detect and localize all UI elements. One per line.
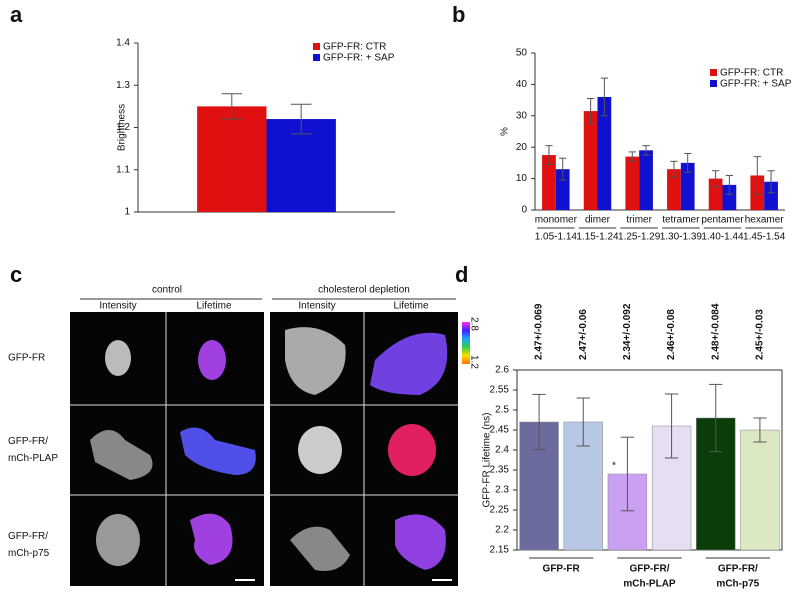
row-label: GFP-FR/	[8, 531, 48, 542]
legend-swatch	[313, 54, 320, 61]
panel-label: b	[452, 2, 465, 27]
bar	[722, 184, 737, 210]
y-tick-label: 2.5	[495, 405, 509, 416]
bar	[266, 119, 336, 212]
y-tick-label: 50	[516, 48, 528, 59]
y-axis-label: %	[500, 127, 511, 136]
bar	[555, 169, 570, 210]
legend-label: GFP-FR: + SAP	[720, 79, 792, 90]
x-tick-label: monomer	[535, 215, 578, 226]
bar	[667, 169, 681, 210]
y-tick-label: 1.4	[116, 38, 130, 49]
group-label: GFP-FR	[543, 564, 581, 575]
legend-label: GFP-FR: + SAP	[323, 53, 395, 64]
y-axis-label: Brightness	[117, 104, 128, 151]
panel-label: d	[455, 262, 468, 287]
condition-label: cholesterol depletion	[318, 285, 410, 296]
bar	[680, 162, 695, 210]
legend-swatch	[710, 80, 717, 87]
y-tick-label: 30	[516, 110, 528, 121]
panel-label: c	[10, 262, 22, 287]
colorbar-tick-label: 1.2	[468, 355, 479, 369]
category-range: 1.45-1.54	[743, 232, 786, 243]
bar	[764, 181, 778, 210]
y-tick-label: 20	[516, 142, 528, 153]
y-tick-label: 1	[124, 207, 130, 218]
group-label: mCh-p75	[716, 579, 759, 590]
bar	[197, 106, 267, 212]
bar	[583, 111, 598, 210]
y-tick-label: 2.45	[490, 425, 510, 436]
category-range: 1.05-1.14	[535, 232, 578, 243]
value-label: 2.48+/-0.084	[710, 303, 721, 360]
y-tick-label: 40	[516, 79, 528, 90]
value-label: 2.47+/-0.06	[578, 309, 589, 360]
y-tick-label: 2.2	[495, 525, 509, 536]
category-range: 1.15-1.24	[576, 232, 619, 243]
y-tick-label: 2.3	[495, 485, 509, 496]
value-label: 2.34+/-0.092	[622, 303, 633, 360]
micrographs	[70, 312, 470, 586]
legend-label: GFP-FR: CTR	[720, 68, 783, 79]
legend-swatch	[710, 69, 717, 76]
y-tick-label: 1.1	[116, 164, 130, 175]
row-label: GFP-FR/	[8, 436, 48, 447]
y-tick-label: 2.25	[490, 505, 510, 516]
y-tick-label: 2.35	[490, 465, 510, 476]
bar	[625, 156, 640, 210]
bar	[542, 155, 556, 210]
y-tick-label: 0	[521, 205, 527, 216]
colorbar-tick-label: 2.8	[468, 317, 479, 331]
category-range: 1.30-1.39	[660, 232, 703, 243]
y-tick-label: 2.4	[495, 445, 509, 456]
value-label: 2.45+/-0.03	[755, 309, 766, 360]
x-tick-label: hexamer	[745, 215, 785, 226]
significance-mark: *	[612, 461, 616, 472]
row-label: mCh-p75	[8, 548, 50, 559]
x-tick-label: dimer	[585, 215, 611, 226]
row-label: GFP-FR	[8, 353, 45, 364]
channel-label: Lifetime	[393, 301, 428, 312]
group-label: GFP-FR/	[718, 564, 758, 575]
y-tick-label: 2.15	[490, 545, 510, 556]
channel-label: Intensity	[298, 301, 335, 312]
colorbar	[462, 322, 470, 364]
channel-label: Intensity	[99, 301, 136, 312]
condition-label: control	[152, 285, 182, 296]
category-range: 1.25-1.29	[618, 232, 661, 243]
x-tick-label: pentamer	[701, 215, 744, 226]
x-tick-label: tetramer	[662, 215, 700, 226]
y-axis-label: GFP-FR Lifetime (ns)	[482, 412, 493, 507]
value-label: 2.47+/-0.069	[534, 303, 545, 360]
group-label: mCh-PLAP	[623, 579, 676, 590]
group-label: GFP-FR/	[630, 564, 670, 575]
x-tick-label: trimer	[626, 215, 652, 226]
bar	[639, 150, 653, 210]
image-grid	[70, 312, 458, 586]
y-tick-label: 2.6	[495, 365, 509, 376]
category-range: 1.40-1.44	[701, 232, 744, 243]
legend-label: GFP-FR: CTR	[323, 42, 386, 53]
panel-label: a	[10, 2, 23, 27]
y-tick-label: 2.55	[490, 385, 510, 396]
legend-swatch	[313, 43, 320, 50]
y-tick-label: 1.2	[116, 122, 130, 133]
y-tick-label: 10	[516, 173, 528, 184]
bar	[597, 96, 612, 210]
row-label: mCh-PLAP	[8, 453, 58, 464]
channel-label: Lifetime	[196, 301, 231, 312]
value-label: 2.46+/-0.08	[666, 309, 677, 360]
bar	[740, 429, 780, 551]
y-tick-label: 1.3	[116, 80, 130, 91]
